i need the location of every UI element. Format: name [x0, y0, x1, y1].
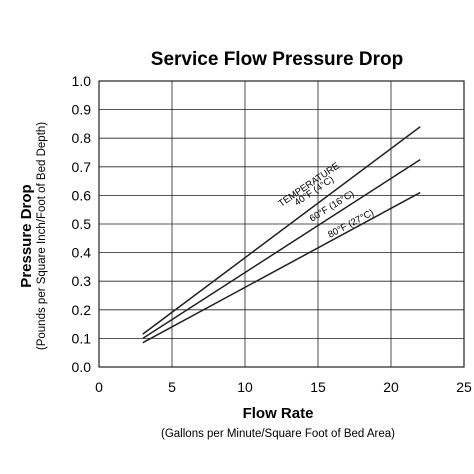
y-tick-label: 0.1: [72, 330, 92, 346]
y-tick-label: 0.8: [72, 130, 92, 146]
x-tick-label: 5: [168, 379, 176, 395]
y-tick-label: 1.0: [72, 73, 92, 89]
series-line-2: [142, 159, 421, 340]
series-line-1: [142, 126, 421, 335]
y-axis-sublabel: (Pounds per Square Inch/Foot of Bed Dept…: [36, 122, 48, 350]
x-tick-label: 25: [456, 379, 472, 395]
x-tick-label: 20: [383, 379, 399, 395]
y-tick-label: 0.0: [72, 359, 92, 375]
x-tick-label: 10: [237, 379, 253, 395]
y-tick-label: 0.6: [72, 187, 92, 203]
y-tick-label: 0.7: [72, 159, 92, 175]
y-tick-label: 0.9: [72, 102, 92, 118]
y-tick-label: 0.2: [72, 302, 92, 318]
y-tick-labels: 0.0 0.1 0.2 0.3 0.4 0.5 0.6 0.7 0.8 0.9 1.0: [72, 73, 92, 375]
plot-frame: [98, 80, 465, 368]
x-tick-labels: 0 5 10 15 20 25: [95, 379, 472, 395]
y-tick-label: 0.4: [72, 245, 92, 261]
series-lines: [142, 126, 421, 344]
series-line-3: [142, 191, 421, 344]
y-tick-label: 0.5: [72, 216, 92, 232]
y-axis-label: Pressure Drop: [18, 184, 35, 287]
grid-lines: [98, 80, 465, 368]
x-tick-label: 15: [310, 379, 326, 395]
x-axis-sublabel: (Gallons per Minute/Square Foot of Bed A…: [161, 428, 395, 440]
chart-title: Service Flow Pressure Drop: [151, 49, 403, 70]
x-tick-label: 0: [95, 379, 103, 395]
y-tick-label: 0.3: [72, 273, 92, 289]
x-axis-label: Flow Rate: [243, 405, 314, 422]
